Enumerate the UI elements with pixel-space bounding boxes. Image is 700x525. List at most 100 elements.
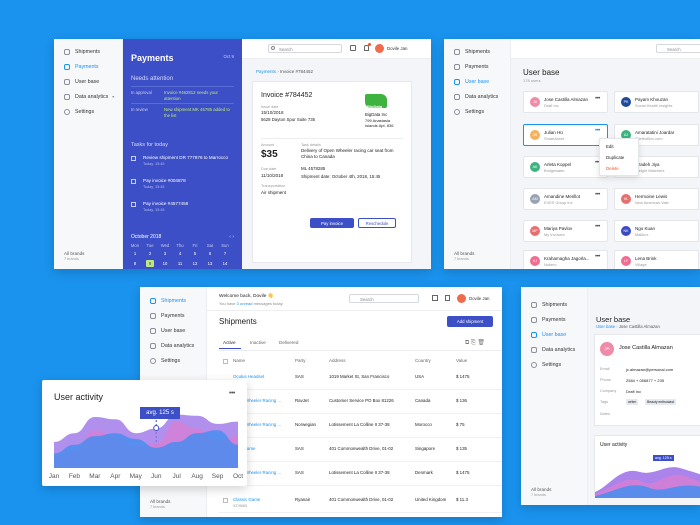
more-icon[interactable]: •••	[595, 160, 600, 166]
calendar-icon[interactable]	[432, 295, 438, 301]
brand-selector[interactable]: All brands 7 brands	[64, 251, 84, 261]
table-row[interactable]: Oculus Headset9378665SAS1019 Market St, …	[219, 369, 502, 390]
column-party[interactable]: Party	[295, 358, 306, 363]
user-card-active[interactable]: JH Julian Hü SmartAsset	[523, 124, 608, 146]
tab-delivered[interactable]: Delivered	[279, 340, 299, 345]
calendar-icon[interactable]	[350, 45, 356, 51]
table-row[interactable]: Tags Game9378665SAS401 Commonwealth Driv…	[219, 441, 502, 462]
calendar-day[interactable]: 14	[222, 261, 228, 266]
sidebar-item-shipments[interactable]: Shipments	[140, 293, 206, 308]
filter-icons[interactable]: ⧉ ⎘ 🗑	[465, 340, 486, 346]
task-checkbox-icon[interactable]	[131, 202, 136, 207]
calendar-day[interactable]: 12	[192, 261, 198, 266]
column-name[interactable]: Name	[233, 358, 246, 363]
review-message[interactable]: New shipment MK 45785 added to the list	[164, 107, 230, 118]
sidebar-item-user-base[interactable]: User base	[444, 74, 510, 89]
sidebar-item-data-analytics[interactable]: Data analytics	[444, 89, 510, 104]
table-row[interactable]: Open Wheeler Racing ...9378665RavJetCust…	[219, 393, 502, 414]
user-name[interactable]: Dovile Jan	[469, 296, 490, 301]
row-name[interactable]: Oculus Headset	[233, 374, 265, 379]
calendar-day[interactable]: 3	[163, 251, 167, 256]
task-checkbox-icon[interactable]	[131, 179, 136, 184]
menu-item-delete[interactable]: Delete	[606, 166, 619, 171]
menu-item-duplicate[interactable]: Duplicate	[606, 155, 625, 160]
sidebar-item-payments[interactable]: Payments	[54, 59, 122, 74]
sidebar-item-shipments[interactable]: Shipments	[521, 297, 587, 312]
more-icon[interactable]: •••	[595, 224, 600, 230]
sidebar-item-user-base[interactable]: User base	[54, 74, 122, 89]
row-name[interactable]: Open Wheeler Racing ...	[233, 422, 282, 427]
calendar-day[interactable]: 6	[208, 251, 212, 256]
user-card[interactable]: JA Jose Castilla Almazan Draft Inc	[523, 91, 608, 113]
calendar-day[interactable]: 8	[133, 261, 137, 266]
sidebar-item-data-analytics[interactable]: Data analytics	[521, 342, 587, 357]
tab-inactive[interactable]: Inactive	[250, 340, 266, 345]
sidebar-item-data-analytics[interactable]: Data analytics ▾	[54, 89, 122, 104]
calendar-day[interactable]: 11	[177, 261, 183, 266]
bell-icon[interactable]	[445, 295, 450, 301]
sidebar-item-user-base[interactable]: User base	[140, 323, 206, 338]
table-row[interactable]: Open Wheeler Racing ...9378665NorwegianL…	[219, 417, 502, 438]
sidebar-item-shipments[interactable]: Shipments	[54, 44, 122, 59]
tag-chip[interactable]: Beauty enthusiast	[645, 399, 676, 405]
calendar-nav-icon[interactable]: ‹ ›	[229, 234, 234, 240]
calendar-day[interactable]: 7	[223, 251, 227, 256]
pay-invoice-button[interactable]: Pay invoice	[310, 218, 354, 228]
more-icon[interactable]: •••	[229, 390, 235, 397]
user-card[interactable]: KJ Krahamagha Jagorla... Nokero	[523, 250, 608, 269]
more-icon[interactable]: •••	[595, 96, 600, 102]
sidebar-item-user-base[interactable]: User base	[521, 327, 587, 342]
breadcrumb-link[interactable]: User base	[596, 324, 616, 329]
unread-link[interactable]: 3 unread	[236, 301, 253, 306]
select-all-checkbox[interactable]	[223, 359, 228, 364]
column-value[interactable]: Value	[456, 358, 468, 363]
user-name[interactable]: Dovile Jan	[387, 46, 408, 51]
sidebar-item-settings[interactable]: Settings	[444, 104, 510, 119]
row-name[interactable]: Open Wheeler Racing ...	[233, 470, 282, 475]
brand-selector[interactable]: All brands 7 brands	[150, 499, 170, 509]
menu-item-edit[interactable]: Edit	[606, 144, 614, 149]
calendar-day[interactable]: 4	[178, 251, 182, 256]
sidebar-item-payments[interactable]: Payments	[444, 59, 510, 74]
bell-icon[interactable]	[364, 45, 369, 51]
user-card[interactable]: LF Lena Brink Village	[614, 250, 699, 269]
calendar-day[interactable]: 2	[148, 251, 152, 256]
calendar-day[interactable]: 1	[133, 251, 137, 256]
sidebar-item-settings[interactable]: Settings	[140, 353, 206, 368]
row-name[interactable]: Classic Game	[233, 497, 261, 502]
user-card[interactable]: HL Hermoine Lewis New American Vale	[614, 188, 699, 210]
task-checkbox-icon[interactable]	[131, 156, 136, 161]
more-icon[interactable]: •••	[595, 254, 600, 260]
calendar-day[interactable]: 10	[162, 261, 168, 266]
sidebar-item-data-analytics[interactable]: Data analytics	[140, 338, 206, 353]
sidebar-item-settings[interactable]: Settings	[521, 357, 587, 372]
user-card[interactable]: PK Payam Khouzan Social Health Insights	[614, 91, 699, 113]
approval-message[interactable]: Invoice #462812 needs your attention	[164, 90, 218, 101]
brand-selector[interactable]: All brands 7 brands	[531, 487, 551, 497]
row-name[interactable]: Open Wheeler Racing ...	[233, 398, 282, 403]
calendar-day[interactable]: 13	[207, 261, 213, 266]
column-country[interactable]: Country	[415, 358, 431, 363]
calendar-day[interactable]: 5	[193, 251, 197, 256]
avatar[interactable]	[457, 294, 466, 303]
brand-selector[interactable]: All brands 7 brands	[454, 251, 474, 261]
column-address[interactable]: Address	[329, 358, 346, 363]
breadcrumb-link[interactable]: Payments	[256, 69, 277, 74]
user-card[interactable]: AK Arleta Koppel Bridgewater	[523, 156, 608, 178]
more-icon[interactable]: •••	[595, 128, 600, 134]
sidebar-item-payments[interactable]: Payments	[140, 308, 206, 323]
sidebar-item-payments[interactable]: Payments	[521, 312, 587, 327]
user-card[interactable]: NK Ngo Kuan Mailbox	[614, 220, 699, 242]
search-input[interactable]: Search	[268, 44, 342, 53]
user-card[interactable]: MP Mariya Pavlov My Invoices	[523, 220, 608, 242]
table-row[interactable]: Classic Game 9378665 Ryanair 401 Commonweal…	[219, 492, 502, 513]
avatar[interactable]	[375, 44, 384, 53]
more-icon[interactable]: •••	[595, 192, 600, 198]
sidebar-item-shipments[interactable]: Shipments	[444, 44, 510, 59]
table-row[interactable]: Open Wheeler Racing ...9378665SASLotisse…	[219, 465, 502, 486]
reschedule-button[interactable]: Reschedule	[358, 218, 396, 228]
search-input[interactable]: Search	[349, 294, 419, 303]
tab-active[interactable]: Active	[223, 340, 236, 345]
user-card[interactable]: AM Amandine Merillot EVES Group Inc	[523, 188, 608, 210]
tag-chip[interactable]: writer	[626, 399, 639, 405]
